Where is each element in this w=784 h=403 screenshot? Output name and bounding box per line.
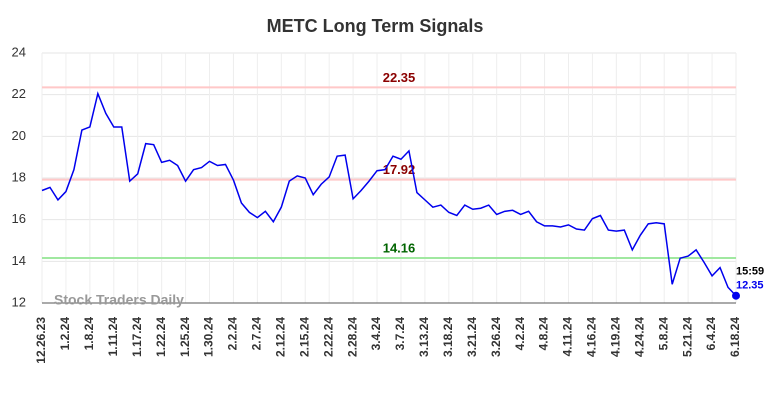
x-tick-label: 2.7.24 bbox=[250, 317, 264, 351]
x-tick-label: 2.15.24 bbox=[297, 317, 311, 357]
level-label: 22.35 bbox=[383, 70, 416, 85]
x-tick-label: 1.8.24 bbox=[82, 317, 96, 351]
x-tick-label: 12.26.23 bbox=[34, 317, 48, 364]
last-value: 12.35 bbox=[736, 280, 764, 292]
x-tick-label: 5.8.24 bbox=[656, 317, 670, 351]
y-tick-label: 22 bbox=[12, 86, 26, 101]
y-tick-label: 12 bbox=[12, 294, 26, 309]
x-tick-label: 1.11.24 bbox=[106, 317, 120, 357]
x-tick-label: 4.24.24 bbox=[632, 317, 646, 357]
x-tick-label: 3.18.24 bbox=[441, 317, 455, 357]
chart-title: METC Long Term Signals bbox=[267, 16, 484, 36]
y-tick-label: 24 bbox=[12, 44, 26, 59]
x-tick-label: 3.26.24 bbox=[489, 317, 503, 357]
x-tick-label: 4.11.24 bbox=[561, 317, 575, 357]
y-tick-label: 18 bbox=[12, 169, 26, 184]
x-tick-label: 6.4.24 bbox=[704, 317, 718, 351]
x-tick-label: 4.2.24 bbox=[513, 317, 527, 351]
level-label: 14.16 bbox=[383, 240, 416, 255]
x-tick-label: 4.16.24 bbox=[585, 317, 599, 357]
level-label: 17.92 bbox=[383, 162, 416, 177]
x-tick-label: 5.21.24 bbox=[680, 317, 694, 357]
x-tick-label: 3.7.24 bbox=[393, 317, 407, 351]
x-tick-label: 2.12.24 bbox=[273, 317, 287, 357]
x-tick-label: 6.18.24 bbox=[728, 317, 742, 357]
x-tick-label: 1.30.24 bbox=[202, 317, 216, 357]
y-tick-label: 14 bbox=[12, 253, 26, 268]
x-tick-label: 1.25.24 bbox=[178, 317, 192, 357]
x-tick-label: 2.22.24 bbox=[321, 317, 335, 357]
x-tick-label: 1.2.24 bbox=[58, 317, 72, 351]
x-tick-label: 4.8.24 bbox=[537, 317, 551, 351]
x-tick-label: 3.21.24 bbox=[465, 317, 479, 357]
watermark: Stock Traders Daily bbox=[54, 292, 184, 308]
x-tick-label: 2.28.24 bbox=[345, 317, 359, 357]
last-point bbox=[732, 291, 740, 300]
x-tick-label: 3.4.24 bbox=[369, 317, 383, 351]
x-tick-label: 4.19.24 bbox=[609, 317, 623, 357]
x-tick-label: 1.17.24 bbox=[130, 317, 144, 357]
price-line bbox=[41, 91, 737, 297]
x-tick-label: 1.22.24 bbox=[154, 317, 168, 357]
x-tick-label: 2.2.24 bbox=[226, 317, 240, 351]
x-tick-label: 3.13.24 bbox=[417, 317, 431, 357]
last-time: 15:59 bbox=[736, 266, 764, 278]
y-tick-label: 16 bbox=[12, 211, 26, 226]
y-tick-label: 20 bbox=[12, 128, 26, 143]
